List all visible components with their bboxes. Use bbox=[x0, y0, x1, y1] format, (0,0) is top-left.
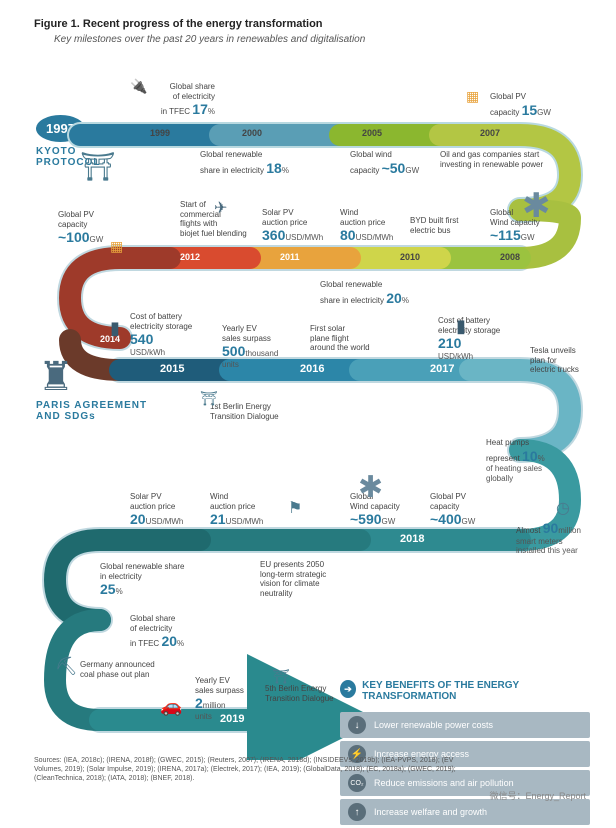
turbine-icon: ✱ bbox=[522, 186, 551, 226]
ms-tfec20: Global share of electricity in TFEC 20% bbox=[130, 614, 210, 650]
ms-spv20: Solar PV auction price20USD/MWh bbox=[130, 492, 190, 528]
ms-tfec17: Global share of electricity in TFEC 17% bbox=[145, 82, 215, 118]
benefit-row: ↑Increase welfare and growth bbox=[340, 799, 590, 825]
paris-label: PARIS AGREEMENT AND SDGs bbox=[36, 400, 147, 422]
year-2008: 2008 bbox=[500, 252, 520, 262]
ms-meters90: Almost 90million smart meters installed … bbox=[516, 520, 596, 556]
ms-wa21: Wind auction price21USD/MWh bbox=[210, 492, 270, 528]
coal-icon: ⛏ bbox=[55, 656, 78, 677]
ms-coal: Germany announced coal phase out plan bbox=[80, 660, 180, 679]
battery-icon-2: ▮ bbox=[456, 316, 466, 337]
ms-ev2m: Yearly EV sales surpass2million units bbox=[195, 676, 265, 722]
ms-heat10: Heat pumps represent 10% of heating sale… bbox=[486, 438, 566, 484]
ms-spv360: Solar PV auction price360USD/MWh bbox=[262, 208, 332, 244]
ms-wa80: Wind auction price80USD/MWh bbox=[340, 208, 400, 244]
sources-text: Sources: (IEA, 2018c); (IRENA, 2018f); (… bbox=[34, 756, 474, 783]
benefit-row: ↓Lower renewable power costs bbox=[340, 712, 590, 738]
year-2011: 2011 bbox=[280, 252, 300, 262]
year-2010: 2010 bbox=[400, 252, 420, 262]
ms-berlin1: 1st Berlin Energy Transition Dialogue bbox=[210, 402, 300, 421]
turbine-icon-2: ✱ bbox=[358, 470, 383, 505]
year-2005: 2005 bbox=[362, 128, 382, 138]
plug-icon: 🔌 bbox=[130, 78, 147, 95]
watermark: 微信号：Energy_Report bbox=[489, 789, 586, 802]
benefits-arrow-icon: ➔ bbox=[340, 680, 356, 698]
ms-ren18: Global renewable share in electricity 18… bbox=[200, 150, 290, 176]
year-2016: 2016 bbox=[300, 363, 324, 375]
eiffel-icon: ♜ bbox=[38, 354, 74, 400]
solar-icon: ▦ bbox=[466, 88, 479, 105]
ms-ev500: Yearly EV sales surpass500thousand units bbox=[222, 324, 292, 370]
car-icon: 🚗 bbox=[160, 696, 182, 717]
pagoda-icon: ⛩ bbox=[80, 150, 116, 183]
year-1999: 1999 bbox=[150, 128, 170, 138]
ms-bat540: Cost of battery electricity storage540US… bbox=[130, 312, 210, 358]
battery-icon: ▮ bbox=[110, 318, 120, 339]
benefit-icon: ↑ bbox=[348, 803, 366, 821]
plane-icon: ✈ bbox=[214, 198, 227, 218]
ms-ren20: Global renewable share in electricity 20… bbox=[320, 280, 420, 306]
year-2017: 2017 bbox=[430, 363, 454, 375]
year-2015: 2015 bbox=[160, 363, 184, 375]
flag-icon: ⚑ bbox=[288, 498, 302, 518]
year-2012: 2012 bbox=[180, 252, 200, 262]
ms-tesla: Tesla unveils plan for electric trucks bbox=[530, 346, 590, 375]
ms-ren25: Global renewable share in electricity25% bbox=[100, 562, 210, 598]
benefits-title: KEY BENEFITS OF THE ENERGY TRANSFORMATIO… bbox=[362, 680, 590, 702]
ms-wind50: Global wind capacity ~50GW bbox=[350, 150, 430, 176]
ms-bat210: Cost of battery electricity storage210US… bbox=[438, 316, 518, 362]
gate-icon-2: ⛩ bbox=[272, 668, 290, 685]
gate-icon: ⛩ bbox=[200, 390, 218, 407]
ms-pv15: Global PV capacity 15GW bbox=[490, 92, 570, 118]
ms-oilgas: Oil and gas companies start investing in… bbox=[440, 150, 560, 169]
ms-eu2050: EU presents 2050 long-term strategic vis… bbox=[260, 560, 350, 598]
meter-icon: ◷ bbox=[556, 498, 570, 518]
ms-berlin5: 5th Berlin Energy Transition Dialogue bbox=[265, 684, 345, 703]
ms-byd: BYD built first electric bus bbox=[410, 216, 480, 235]
solar-icon-2: ▦ bbox=[110, 238, 123, 255]
year-2000: 2000 bbox=[242, 128, 262, 138]
year-2018: 2018 bbox=[400, 533, 424, 545]
year-2007: 2007 bbox=[480, 128, 500, 138]
ms-solarplane: First solar plane flight around the worl… bbox=[310, 324, 390, 353]
ms-pv400: Global PV capacity~400GW bbox=[430, 492, 490, 528]
benefit-icon: ↓ bbox=[348, 716, 366, 734]
benefits-box: ➔ KEY BENEFITS OF THE ENERGY TRANSFORMAT… bbox=[340, 680, 590, 828]
